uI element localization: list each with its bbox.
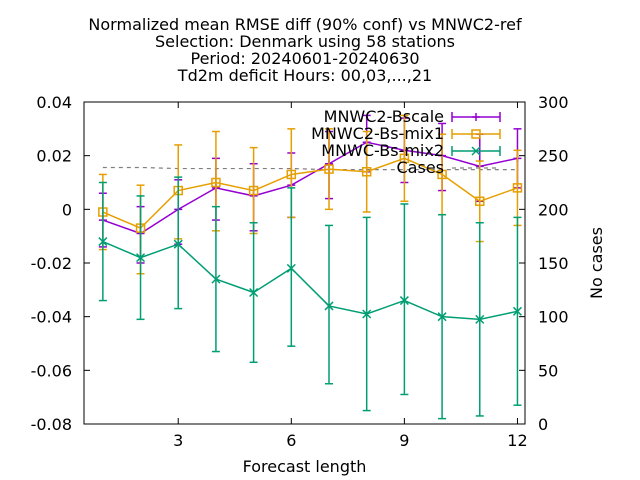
square-marker: [512, 183, 523, 193]
square-marker: [211, 177, 221, 188]
y-left-tick-label: -0.02: [31, 254, 72, 273]
plus-marker: [472, 113, 480, 121]
x-marker: [249, 287, 259, 298]
cases-line: [102, 166, 518, 171]
series-line: [102, 157, 518, 230]
y-left-tick-label: 0: [62, 200, 72, 219]
y-right-axis-label: No cases: [587, 227, 606, 299]
legend-label: MNWC-Bs-mix2: [321, 141, 444, 160]
x-marker: [211, 274, 221, 284]
x-marker: [437, 312, 447, 322]
x-marker: [173, 239, 183, 249]
square-marker: [475, 196, 485, 207]
title-line: Normalized mean RMSE diff (90% conf) vs …: [88, 15, 522, 34]
legend-label: Cases: [397, 158, 445, 177]
x-axis-label: Forecast length: [243, 457, 367, 476]
cases-layer: [102, 166, 518, 171]
square-marker: [361, 167, 372, 177]
legend: MNWC2-BscaleMNWC2-Bs-mix1MNWC-Bs-mix2Cas…: [311, 107, 501, 177]
y-left-tick-label: -0.08: [31, 415, 72, 434]
y-right-tick-label: 300: [538, 93, 569, 112]
square-marker: [437, 169, 447, 180]
x-marker: [286, 263, 296, 273]
x-marker: [471, 146, 481, 156]
y-right-tick-label: 200: [538, 200, 569, 219]
y-right-tick-label: 50: [538, 361, 558, 380]
x-tick-label: 9: [399, 431, 409, 450]
square-marker: [286, 169, 297, 180]
ticks-layer: 3 6 9 12 -0.08 -0.06 -0.04 -0.02 0 0.02 0.04 0 50 100…: [31, 93, 569, 450]
x-marker: [324, 301, 334, 311]
x-marker: [362, 309, 372, 319]
square-marker: [399, 153, 410, 164]
title-line: Selection: Denmark using 58 stations: [155, 32, 455, 51]
y-left-tick-label: 0.02: [36, 147, 72, 166]
x-marker: [98, 237, 108, 247]
x-tick-label: 12: [507, 431, 527, 450]
series-line: [102, 141, 518, 235]
x-marker: [399, 296, 409, 306]
x-marker: [512, 306, 522, 316]
y-left-tick-label: -0.04: [31, 308, 72, 327]
y-right-tick-label: 0: [538, 415, 548, 434]
title-line: Period: 20240601-20240630: [190, 49, 419, 68]
title-line: Td2m deficit Hours: 00,03,...,21: [177, 66, 432, 85]
y-right-tick-label: 150: [538, 254, 569, 273]
legend-label: MNWC2-Bscale: [324, 107, 444, 126]
series-line: [102, 240, 518, 321]
square-marker: [248, 185, 259, 196]
x-tick-label: 3: [173, 431, 183, 450]
x-marker: [136, 253, 146, 263]
x-tick-label: 6: [286, 431, 296, 450]
x-marker: [475, 314, 485, 324]
y-left-tick-label: 0.04: [36, 93, 72, 112]
y-left-tick-label: -0.06: [31, 361, 72, 380]
square-marker: [471, 129, 481, 139]
y-right-tick-label: 250: [538, 147, 569, 166]
y-right-tick-label: 100: [538, 308, 569, 327]
series-MNWC-Bs-mix2: [98, 176, 522, 420]
chart-title: Normalized mean RMSE diff (90% conf) vs …: [88, 15, 522, 85]
series-layer: [98, 114, 523, 420]
square-marker: [324, 164, 334, 174]
legend-label: MNWC2-Bs-mix1: [311, 124, 444, 143]
